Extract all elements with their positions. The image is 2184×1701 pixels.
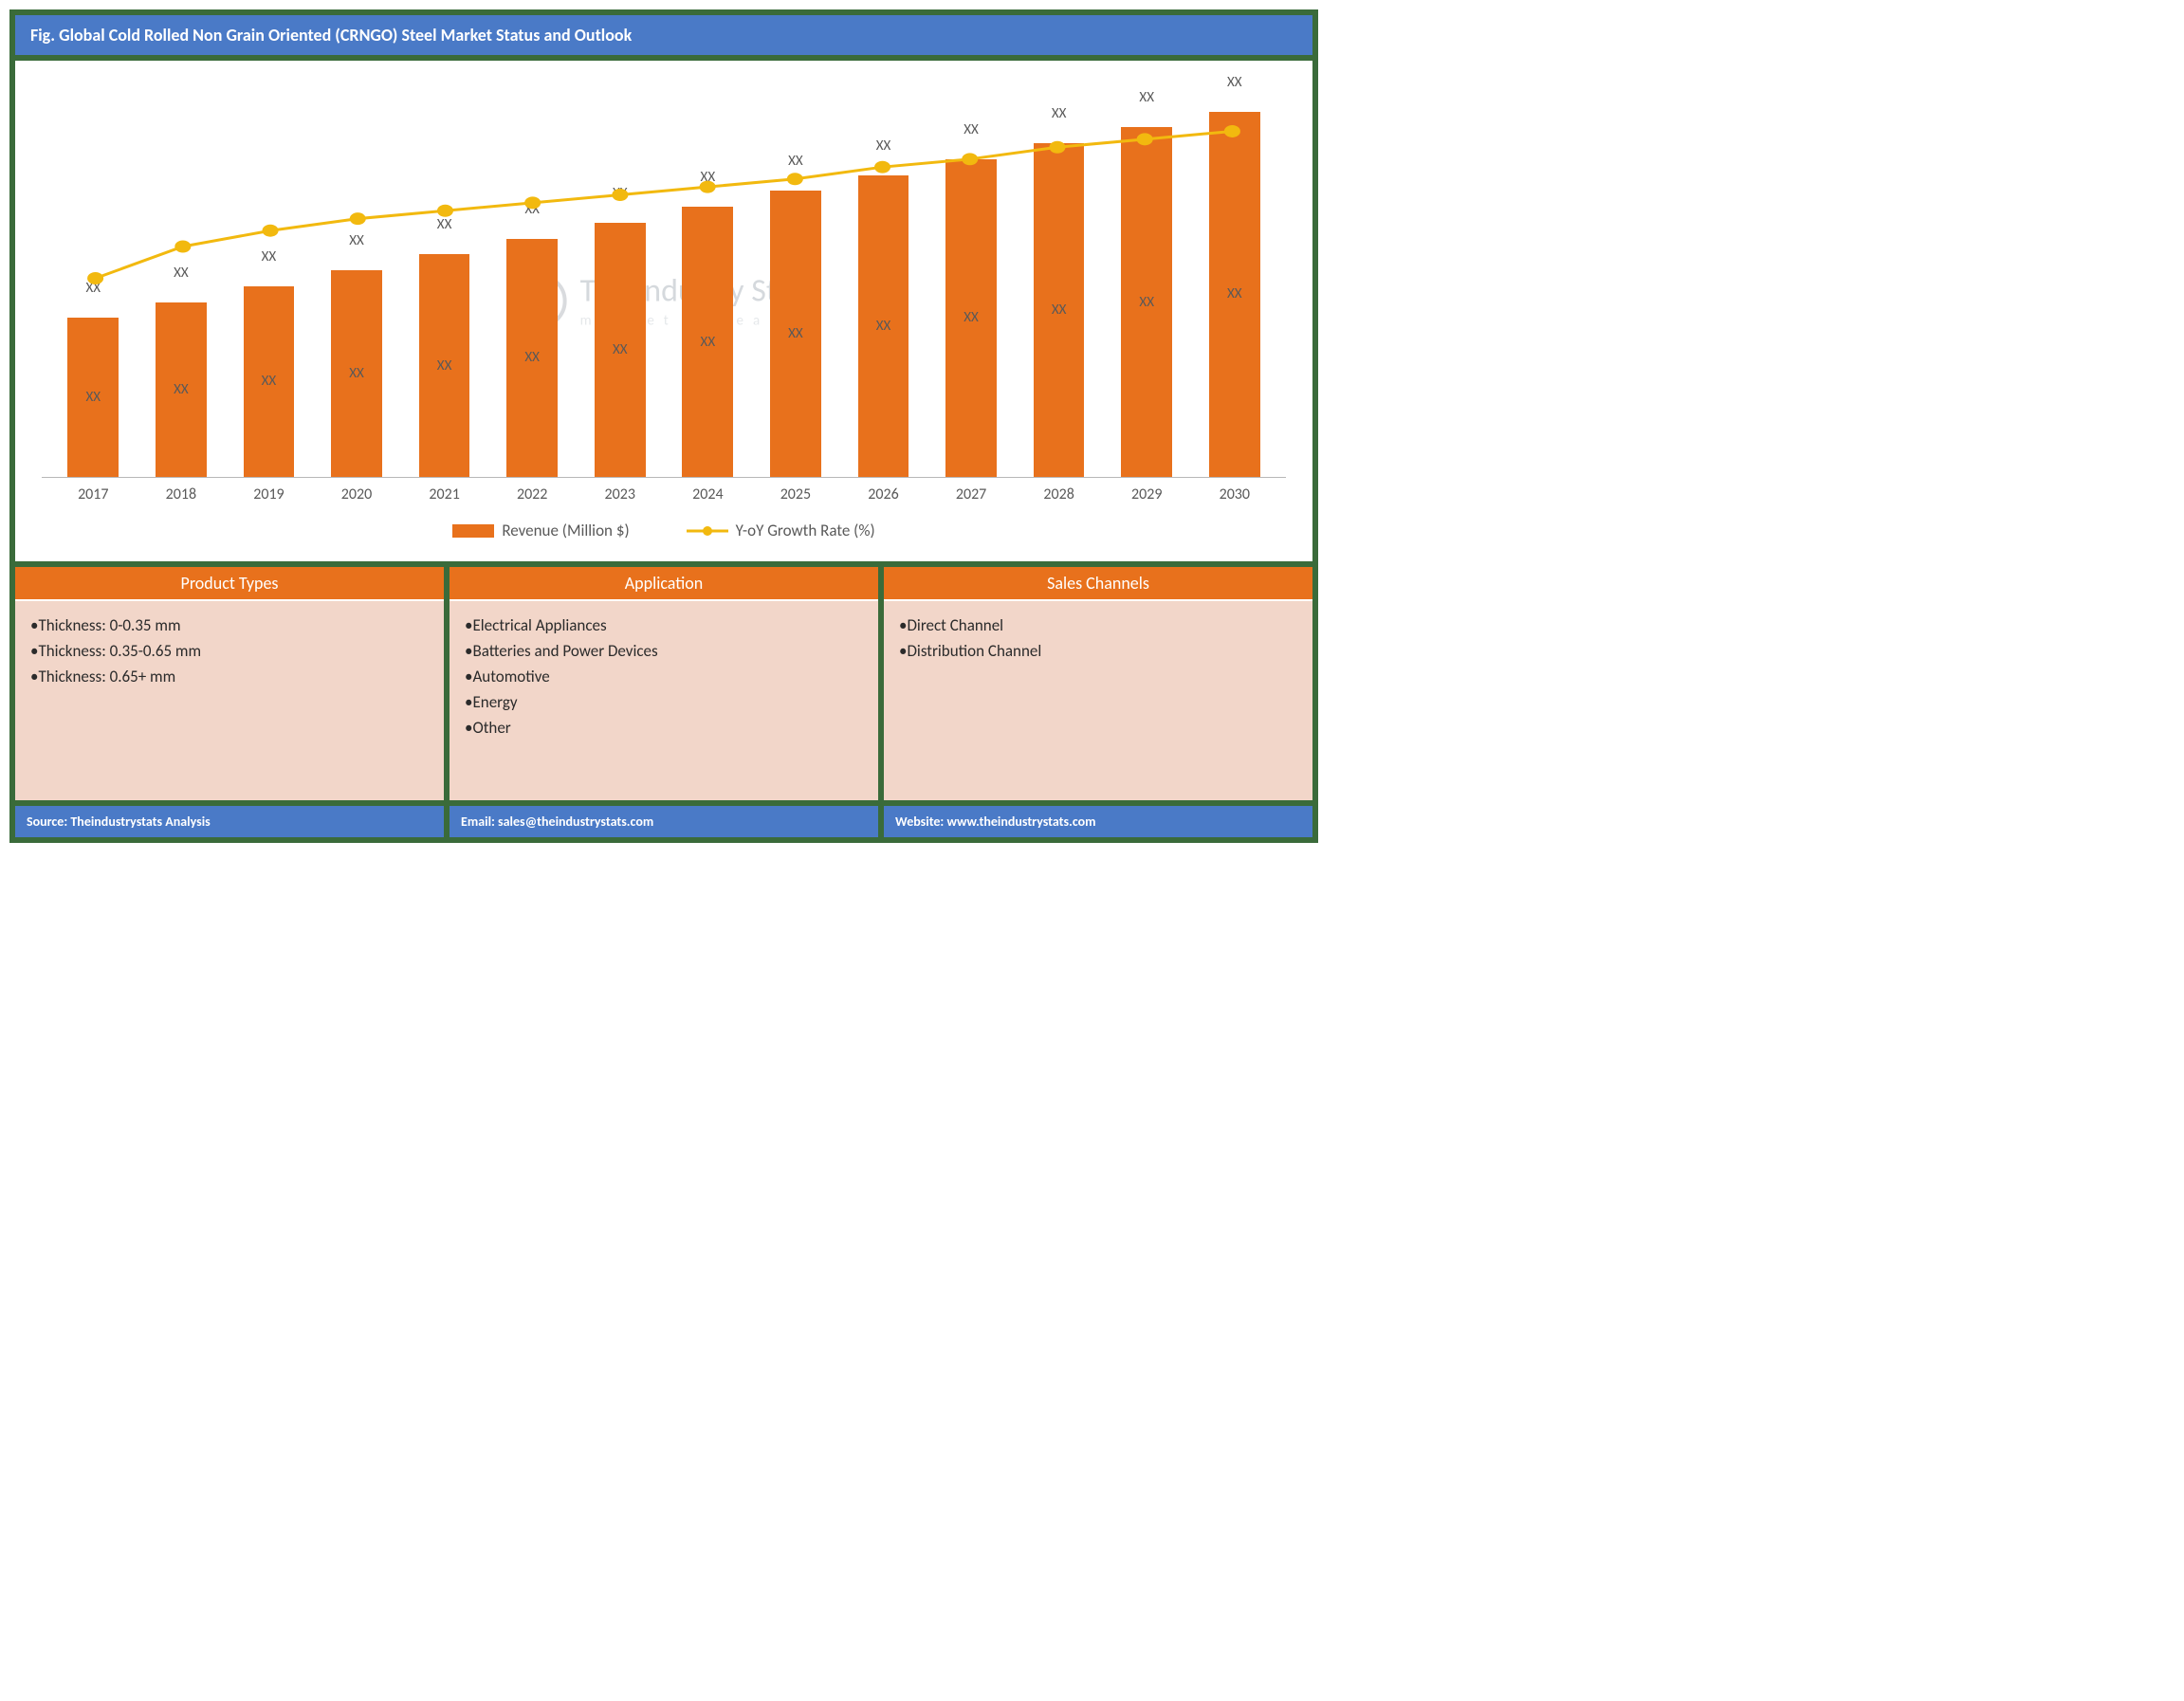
card-header: Sales Channels [884,567,1312,601]
bar-column: XX XX [927,80,1016,477]
figure-title-bar: Fig. Global Cold Rolled Non Grain Orient… [15,15,1312,61]
x-tick-label: 2019 [225,485,313,503]
bar-column: XX XX [138,80,226,477]
card-list-item: •Electrical Appliances [465,613,863,638]
bar-column: XX XX [839,80,927,477]
bar-column: XX XX [1015,80,1103,477]
legend-bar-label: Revenue (Million $) [502,521,629,540]
bar-top-label: XX [437,216,452,233]
revenue-bar: XX [156,302,207,477]
footer-website: Website: www.theindustrystats.com [884,806,1312,837]
x-tick-label: 2020 [313,485,401,503]
card-body: •Direct Channel•Distribution Channel [884,601,1312,800]
footer-row: Source: Theindustrystats Analysis Email:… [15,800,1312,837]
bar-top-label: XX [349,232,364,249]
figure-container: Fig. Global Cold Rolled Non Grain Orient… [9,9,1318,843]
bar-column: XX XX [752,80,840,477]
legend-swatch-line [687,524,728,538]
revenue-bar: XX [945,159,997,477]
card-list-item: •Automotive [465,664,863,689]
card-body: •Electrical Appliances•Batteries and Pow… [450,601,878,800]
card-list-item: •Direct Channel [899,613,1297,638]
revenue-bar: XX [858,175,909,477]
bar-top-label: XX [613,185,628,202]
x-tick-label: 2021 [400,485,488,503]
bar-column: XX XX [313,80,401,477]
info-card: Sales Channels•Direct Channel•Distributi… [884,567,1312,800]
card-body: •Thickness: 0-0.35 mm•Thickness: 0.35-0.… [15,601,444,800]
bar-column: XXXX [1191,80,1279,477]
revenue-bar: XX [770,191,821,477]
bar-column: XX XX [576,80,664,477]
x-tick-label: 2023 [576,485,664,503]
card-list-item: •Other [465,715,863,741]
legend-item-growth: Y-oY Growth Rate (%) [687,521,875,540]
chart-legend: Revenue (Million $) Y-oY Growth Rate (%) [42,503,1286,546]
footer-email: Email: sales@theindustrystats.com [450,806,878,837]
revenue-bar: XX [1034,143,1085,477]
bar-top-label: XX [701,169,716,186]
card-list-item: •Batteries and Power Devices [465,638,863,664]
revenue-bar: XX [682,207,733,477]
x-tick-label: 2025 [752,485,840,503]
bar-column: XX XX [225,80,313,477]
bar-top-label: XX [85,280,101,297]
figure-title: Fig. Global Cold Rolled Non Grain Orient… [30,25,632,46]
x-tick-label: 2024 [664,485,752,503]
x-axis-labels: 2017201820192020202120222023202420252026… [42,478,1286,503]
card-header: Product Types [15,567,444,601]
chart-panel: The Industry Stats market research XXXXX… [15,61,1312,561]
bar-top-label: XX [788,153,803,170]
x-tick-label: 2030 [1191,485,1279,503]
cards-row: Product Types•Thickness: 0-0.35 mm•Thick… [15,561,1312,800]
x-tick-label: 2018 [138,485,226,503]
card-list-item: •Thickness: 0-0.35 mm [30,613,429,638]
bar-top-label: XX [1227,74,1242,91]
bar-top-label: XX [174,265,189,282]
revenue-bar: XX [331,270,382,477]
info-card: Product Types•Thickness: 0-0.35 mm•Thick… [15,567,444,800]
bar-column: XX XX [664,80,752,477]
bar-column: XX XX [400,80,488,477]
revenue-bar: XX [1209,112,1260,477]
x-tick-label: 2026 [839,485,927,503]
bar-column: XX XX [488,80,577,477]
revenue-bar: XX [1121,127,1172,477]
revenue-bar: XX [595,223,646,477]
revenue-bar: XX [506,239,558,477]
revenue-bar: XX [419,254,470,477]
bar-top-label: XX [1139,89,1154,106]
x-tick-label: 2022 [488,485,577,503]
legend-item-revenue: Revenue (Million $) [452,521,629,540]
bar-top-label: XX [1052,105,1067,122]
footer-source: Source: Theindustrystats Analysis [15,806,444,837]
bar-top-label: XX [876,137,891,155]
bar-top-label: XX [964,121,979,138]
bar-column: XX XX [49,80,138,477]
x-tick-label: 2029 [1103,485,1191,503]
x-tick-label: 2028 [1015,485,1103,503]
bar-column: XX XX [1103,80,1191,477]
x-tick-label: 2027 [927,485,1016,503]
x-tick-label: 2017 [49,485,138,503]
card-list-item: •Thickness: 0.65+ mm [30,664,429,689]
card-list-item: •Thickness: 0.35-0.65 mm [30,638,429,664]
chart-plot-area: XXXXXXXXXXXXXXXXXXXXXXXXXXXXXXXXXXXXXXXX… [42,80,1286,478]
legend-line-label: Y-oY Growth Rate (%) [736,521,875,540]
bar-top-label: XX [262,248,277,265]
bar-top-label: XX [524,201,540,218]
legend-swatch-bar [452,524,494,538]
revenue-bar: XX [67,318,119,477]
card-header: Application [450,567,878,601]
card-list-item: •Energy [465,689,863,715]
revenue-bar: XX [244,286,295,477]
info-card: Application•Electrical Appliances•Batter… [450,567,878,800]
card-list-item: •Distribution Channel [899,638,1297,664]
bars-row: XXXXXXXXXXXXXXXXXXXXXXXXXXXXXXXXXXXXXXXX… [42,80,1286,477]
